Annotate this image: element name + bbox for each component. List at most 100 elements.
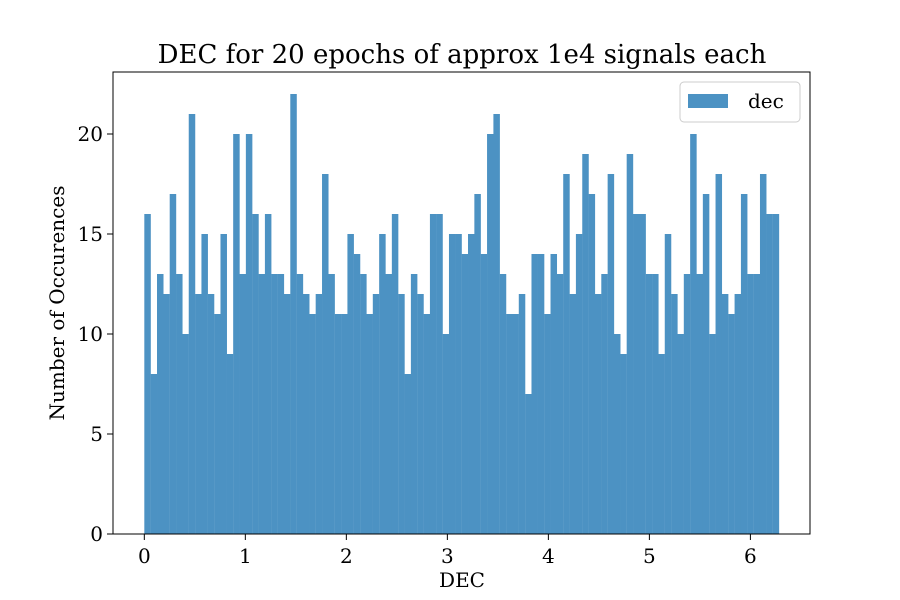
y-axis-label: Number of Occurences xyxy=(45,186,69,421)
legend: dec xyxy=(679,81,801,123)
histogram-bar xyxy=(448,234,456,534)
histogram-bar xyxy=(582,154,589,534)
histogram-bar xyxy=(594,294,602,534)
histogram-bar xyxy=(721,294,729,534)
histogram-bar xyxy=(601,274,608,534)
histogram-bar xyxy=(182,334,189,534)
histogram-bar xyxy=(740,194,748,534)
histogram-bar xyxy=(658,354,665,534)
histogram-bar xyxy=(372,294,380,534)
histogram-bar xyxy=(537,254,545,534)
legend-frame xyxy=(679,81,801,123)
histogram-bar xyxy=(480,254,488,534)
histogram-bar xyxy=(563,174,570,534)
histogram-bar xyxy=(455,234,462,534)
histogram-bar xyxy=(220,234,227,534)
histogram-bar xyxy=(404,374,412,534)
histogram-bar xyxy=(201,234,208,534)
y-tick-label: 10 xyxy=(78,322,103,346)
histogram-bar xyxy=(613,334,621,534)
histogram-bar xyxy=(506,314,513,534)
histogram-bar xyxy=(176,274,183,534)
histogram-bar xyxy=(150,374,158,534)
x-tick-label: 6 xyxy=(744,544,757,568)
histogram-bar xyxy=(366,314,373,534)
histogram-bar xyxy=(417,294,424,534)
y-tick-label: 0 xyxy=(90,522,103,546)
histogram-bar xyxy=(245,134,253,534)
histogram-bar xyxy=(468,234,475,534)
histogram-bar xyxy=(620,354,627,534)
histogram-bar xyxy=(575,234,583,534)
histogram-bar xyxy=(518,294,526,534)
histogram-bar xyxy=(309,314,316,534)
y-tick-label: 20 xyxy=(78,122,103,146)
histogram-bar xyxy=(398,294,405,534)
histogram-bar xyxy=(379,234,386,534)
histogram-bar xyxy=(290,94,297,534)
x-axis-ticks: 0 1 2 3 4 5 6 xyxy=(138,534,757,568)
histogram-bar xyxy=(328,274,335,534)
bars-group xyxy=(144,94,780,534)
x-tick-label: 1 xyxy=(239,544,252,568)
histogram-bar xyxy=(271,274,278,534)
x-tick-label: 4 xyxy=(542,544,555,568)
histogram-bar xyxy=(677,334,684,534)
histogram-bar xyxy=(487,134,494,534)
histogram-bar xyxy=(531,254,538,534)
histogram-bar xyxy=(626,154,634,534)
plot-frame xyxy=(112,71,811,535)
histogram-bar xyxy=(696,274,703,534)
histogram-bar xyxy=(461,254,469,534)
histogram-bar xyxy=(360,274,367,534)
histogram-bar xyxy=(645,274,653,534)
y-tick-label: 5 xyxy=(90,422,103,446)
histogram-bar xyxy=(652,274,659,534)
histogram-bar xyxy=(347,234,354,534)
histogram-bar xyxy=(296,274,304,534)
histogram-bar xyxy=(436,214,443,534)
histogram-bar xyxy=(233,134,240,534)
y-axis-ticks: 0 5 10 15 20 xyxy=(78,122,113,546)
y-tick-label: 15 xyxy=(78,222,103,246)
histogram-bar xyxy=(759,174,767,534)
histogram-bar xyxy=(442,334,450,534)
histogram-bar xyxy=(715,174,723,534)
x-axis-label: DEC xyxy=(439,568,485,592)
histogram-bar xyxy=(702,194,710,534)
histogram-bar xyxy=(144,214,151,534)
x-tick-label: 3 xyxy=(441,544,454,568)
histogram-bar xyxy=(512,314,519,534)
histogram-bar xyxy=(207,294,215,534)
histogram-bar xyxy=(550,254,558,534)
histogram-bar xyxy=(633,214,640,534)
histogram-bar xyxy=(683,274,691,534)
histogram-bar xyxy=(709,334,716,534)
histogram-bar xyxy=(474,194,481,534)
histogram-bar xyxy=(556,274,564,534)
x-tick-label: 0 xyxy=(138,544,151,568)
histogram-bar xyxy=(429,214,437,534)
histogram-bar xyxy=(188,114,196,534)
histogram-bar xyxy=(163,294,170,534)
histogram-bar xyxy=(410,274,418,534)
histogram-bar xyxy=(341,314,348,534)
histogram-bar xyxy=(607,174,615,534)
chart-title: DEC for 20 epochs of approx 1e4 signals … xyxy=(158,40,767,70)
legend-swatch xyxy=(688,94,728,108)
histogram-bar xyxy=(302,294,310,534)
histogram-bar xyxy=(690,134,697,534)
histogram-bar xyxy=(734,294,742,534)
legend-label-dec: dec xyxy=(748,89,784,113)
histogram-bar xyxy=(283,294,291,534)
histogram-bar xyxy=(157,274,164,534)
histogram-bar xyxy=(747,274,754,534)
histogram-bar xyxy=(753,274,761,534)
histogram-bar xyxy=(525,394,532,534)
histogram-bar xyxy=(264,214,272,534)
histogram-bar xyxy=(493,114,500,534)
histogram-bar xyxy=(239,274,247,534)
histogram-bar xyxy=(353,254,361,534)
histogram-bar xyxy=(277,274,285,534)
